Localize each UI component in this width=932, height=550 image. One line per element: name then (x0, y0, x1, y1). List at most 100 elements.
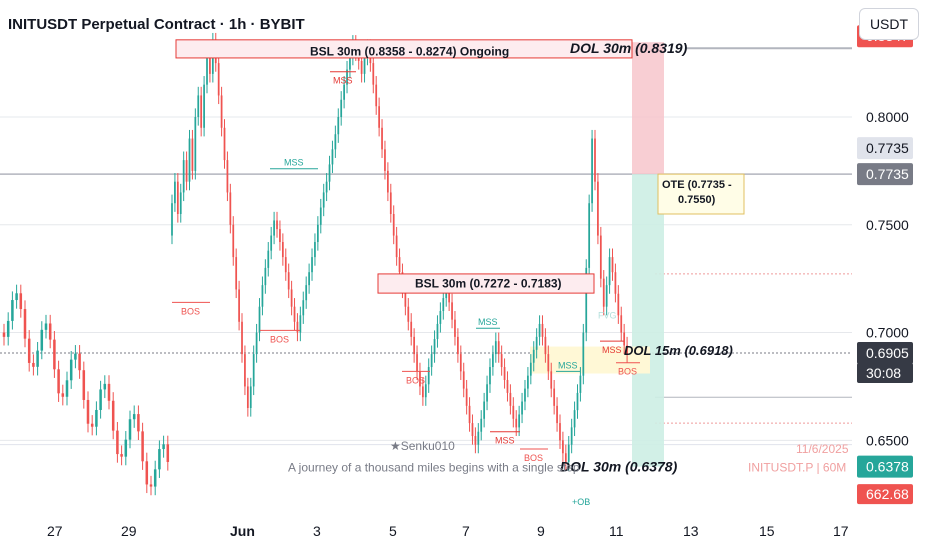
candle-body (232, 224, 235, 258)
badge-current: 0.6905 (866, 345, 909, 361)
candle-body (241, 321, 243, 355)
candle-body (486, 384, 488, 402)
candle-body (579, 375, 582, 393)
candle-body (349, 56, 351, 70)
badge-low: 0.6378 (866, 459, 909, 475)
candle-body (197, 95, 200, 117)
candle-body (314, 242, 316, 258)
structure-label: BOS (524, 453, 543, 463)
candle-body (436, 323, 439, 340)
price-tick-label: 0.6500 (866, 432, 909, 448)
dol-15m-label: DOL 15m (0.6918) (624, 343, 733, 358)
candle-body (296, 321, 299, 333)
candle-body (445, 289, 448, 299)
candle-body (527, 375, 529, 389)
candle-body (360, 60, 363, 74)
time-tick-label: 3 (313, 523, 321, 539)
candle-body (319, 207, 322, 225)
candle-body (235, 257, 238, 290)
candle-body (162, 444, 165, 450)
candle-body (591, 138, 593, 204)
time-tick-label: 9 (537, 523, 545, 539)
candle-body (246, 386, 249, 408)
candle-body (538, 323, 541, 337)
time-tick-label: 27 (47, 523, 63, 539)
bsl-top-label: BSL 30m (0.8358 - 0.8274) Ongoing (310, 44, 509, 58)
candle-body (532, 349, 535, 363)
currency-button[interactable]: USDT (859, 8, 919, 40)
candle-body (506, 379, 509, 393)
candle-body (419, 371, 421, 387)
candle-body (145, 461, 149, 485)
candle-body (375, 84, 378, 107)
candle-body (128, 419, 132, 440)
candle-body (249, 386, 252, 408)
candle-body (120, 454, 123, 457)
candle-body (48, 323, 52, 340)
candle-body (57, 369, 60, 394)
candle-body (308, 272, 310, 286)
candle-body (608, 257, 611, 286)
badge-volume-bg (857, 484, 913, 505)
price-axis-bg (852, 0, 932, 510)
candle-body (454, 319, 456, 337)
badge-ote-dark-bg (857, 163, 913, 186)
candle-body (223, 127, 226, 161)
candle-body (103, 383, 107, 390)
candle-body (509, 392, 512, 406)
candle-body (185, 160, 188, 182)
candle-body (427, 367, 430, 385)
candle-body (273, 220, 275, 236)
candle-body (439, 311, 442, 324)
candle-body (480, 418, 483, 432)
candle-body (191, 138, 194, 171)
candle-body (462, 371, 465, 389)
candle-body (325, 181, 328, 193)
structure-label: BOS (270, 334, 289, 344)
candle-body (404, 289, 407, 307)
candle-body (23, 309, 27, 339)
candle-body (384, 149, 386, 171)
candle-body (386, 170, 389, 193)
candle-body (451, 302, 453, 320)
candle-body (605, 285, 608, 307)
candle-body (497, 341, 500, 355)
candle-body (15, 293, 18, 301)
candle-body (65, 380, 69, 397)
candle-body (494, 341, 497, 355)
candle-body (570, 427, 573, 445)
candle-body (492, 354, 494, 368)
candle-body (264, 267, 267, 286)
candle-body (582, 332, 585, 376)
candle-body (626, 345, 628, 355)
stop-zone (632, 174, 664, 467)
candle-body (343, 84, 345, 100)
watermark-author: ★Senku010 (390, 439, 455, 453)
time-axis-bg (0, 510, 932, 550)
candle-body (27, 338, 31, 363)
date-label: 11/6/2025 (796, 442, 849, 456)
candle-body (337, 117, 340, 135)
candle-body (550, 371, 553, 389)
structure-label: MSS (478, 317, 498, 327)
dol-top-label: DOL 30m (0.8319) (570, 40, 688, 56)
bsl-mid-label: BSL 30m (0.7272 - 0.7183) (415, 276, 562, 290)
candle-body (413, 336, 416, 355)
candle-body (503, 367, 506, 380)
candle-body (442, 298, 445, 311)
price-tick-label: 0.7500 (866, 217, 909, 233)
price-tick-label: 0.8000 (866, 109, 909, 125)
candle-body (53, 339, 56, 370)
candle-body (270, 235, 273, 251)
candle-body (500, 354, 503, 368)
candle-body (611, 257, 614, 273)
candle-body (124, 439, 128, 457)
candle-body (200, 95, 203, 128)
candle-body (153, 469, 157, 487)
candle-body (132, 414, 136, 420)
candle-body (137, 414, 140, 432)
badge-volume: 662.68 K (866, 486, 923, 502)
target-zone (632, 42, 664, 175)
candle-body (238, 289, 240, 322)
